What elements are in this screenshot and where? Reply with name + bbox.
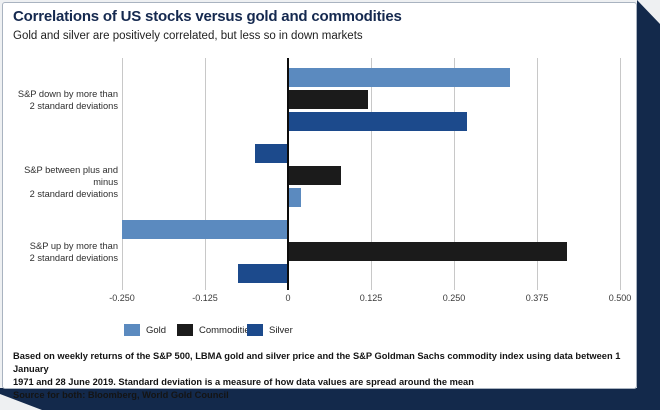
bar-silver: [288, 112, 467, 131]
legend-item-commodities: Commodities: [177, 324, 254, 336]
x-tick-label: 0.250: [442, 293, 466, 303]
legend-swatch-gold: [124, 324, 140, 336]
x-tick-label: 0.500: [608, 293, 632, 303]
zero-axis-line: [287, 58, 289, 290]
legend-label: Silver: [269, 324, 293, 336]
legend-label: Commodities: [199, 324, 255, 336]
x-tick-label: -0.250: [109, 293, 135, 303]
gridline-0.500: [620, 58, 621, 290]
chart-card: [2, 2, 637, 389]
gridline-0.125: [371, 58, 372, 290]
bar-silver: [255, 144, 288, 163]
frame-bottom-band: [0, 388, 637, 410]
gridline-0.375: [537, 58, 538, 290]
gridline-0.250: [454, 58, 455, 290]
gridline--0.250: [122, 58, 123, 290]
bar-commodities: [288, 166, 341, 185]
footnote-line-2: 1971 and 28 June 2019. Standard deviatio…: [13, 377, 474, 387]
bar-gold: [288, 188, 301, 207]
x-tick-label: 0.125: [359, 293, 383, 303]
bar-silver: [238, 264, 288, 283]
legend-label: Gold: [146, 324, 167, 336]
category-label: S&P up by more than 2 standard deviations: [0, 240, 118, 264]
category-label-line: S&P up by more than: [29, 240, 118, 251]
frame-right-band: [637, 0, 660, 410]
legend-item-gold: Gold: [124, 324, 166, 336]
legend-swatch-silver: [247, 324, 263, 336]
x-tick-label: 0.375: [525, 293, 549, 303]
chart-footnote: Based on weekly returns of the S&P 500, …: [13, 350, 629, 402]
legend-swatch-commodities: [177, 324, 193, 336]
category-label-line: 2 standard deviations: [29, 100, 118, 111]
chart-subtitle: Gold and silver are positively correlate…: [13, 30, 363, 42]
bar-commodities: [288, 90, 368, 109]
category-label: S&P down by more than 2 standard deviatio…: [0, 88, 118, 112]
bar-commodities: [288, 242, 567, 261]
category-label-line: S&P between plus and minus: [24, 164, 118, 187]
footnote-source: Source for both: Bloomberg, World Gold C…: [13, 390, 229, 400]
bar-gold: [288, 68, 510, 87]
legend-item-silver: Silver: [247, 324, 293, 336]
x-tick-label: 0: [285, 293, 291, 303]
category-label-line: 2 standard deviations: [29, 188, 118, 199]
bar-gold: [122, 220, 288, 239]
category-label-line: S&P down by more than: [17, 88, 118, 99]
gridline--0.125: [205, 58, 206, 290]
x-tick-label: -0.125: [192, 293, 218, 303]
footnote-line-1: Based on weekly returns of the S&P 500, …: [13, 351, 621, 374]
category-label-line: 2 standard deviations: [29, 252, 118, 263]
chart-title: Correlations of US stocks versus gold an…: [13, 8, 402, 25]
category-label: S&P between plus and minus 2 standard dev…: [0, 164, 118, 200]
